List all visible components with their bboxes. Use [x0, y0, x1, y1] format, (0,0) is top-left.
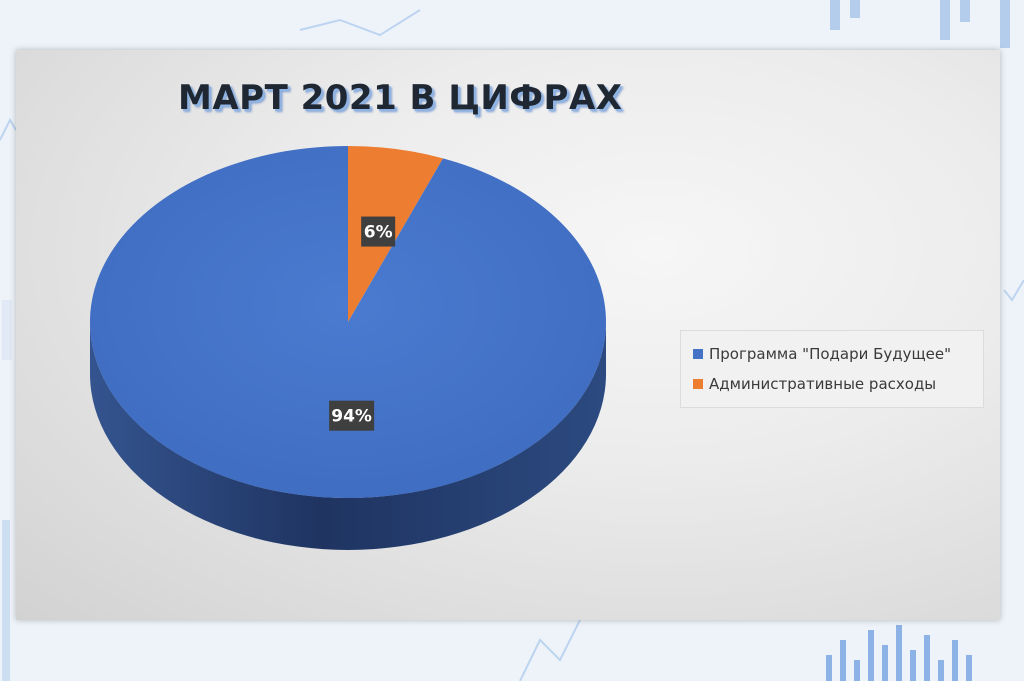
- pie-side: [90, 322, 606, 550]
- pie-top: [89, 146, 606, 498]
- legend-swatch-admin: [693, 379, 703, 389]
- data-label-box-0: [329, 400, 375, 431]
- pie-side-wall: [90, 322, 606, 550]
- bg-bars-left: [2, 300, 12, 681]
- legend-item-admin: Административные расходы: [693, 375, 983, 393]
- pie-data-labels: 6% 94%: [329, 216, 396, 431]
- chart-card: МАРТ 2021 В ЦИФРАХ 6% 94% Программа "Пода…: [16, 50, 1000, 620]
- legend-swatch-program: [693, 349, 703, 359]
- legend-item-program: Программа "Подари Будущее": [693, 345, 983, 363]
- legend-label-program: Программа "Подари Будущее": [709, 345, 952, 363]
- data-label-0: 94%: [331, 407, 372, 427]
- legend: Программа "Подари Будущее" Административ…: [680, 330, 984, 408]
- pie-chart: 6% 94%: [89, 146, 606, 550]
- pie-slice-1: [348, 146, 443, 322]
- data-label-box-1: [361, 216, 396, 247]
- bg-lines: [0, 9, 1024, 681]
- bg-bars-top-right: [830, 0, 1010, 48]
- pie-slice-0: [89, 146, 606, 498]
- data-label-1: 6%: [364, 223, 393, 243]
- bg-bars-bottom-right: [826, 625, 972, 681]
- chart-title: МАРТ 2021 В ЦИФРАХ: [178, 78, 623, 118]
- legend-label-admin: Административные расходы: [709, 375, 937, 393]
